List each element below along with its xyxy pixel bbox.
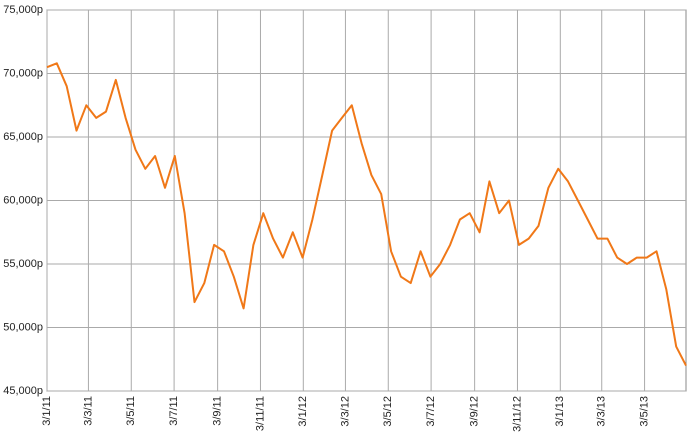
x-tick-label: 3/3/13 — [596, 396, 608, 427]
x-tick-label: 3/1/12 — [297, 396, 309, 427]
y-tick-label: 65,000p — [3, 131, 43, 143]
y-tick-label: 45,000p — [3, 385, 43, 397]
x-tick-label: 3/11/11 — [254, 396, 266, 431]
x-tick-label: 3/7/11 — [168, 396, 180, 426]
x-tick-label: 3/3/12 — [339, 396, 351, 427]
x-tick-label: 3/9/12 — [469, 396, 481, 427]
x-tick-label: 3/5/11 — [125, 396, 137, 426]
x-tick-label: 3/3/11 — [82, 396, 94, 426]
y-tick-label: 50,000p — [3, 321, 43, 333]
x-tick-label: 3/1/13 — [554, 396, 566, 427]
y-tick-label: 60,000p — [3, 194, 43, 206]
x-tick-label: 3/11/12 — [511, 396, 523, 432]
y-tick-label: 55,000p — [3, 258, 43, 270]
line — [46, 62, 687, 367]
x-tick-label: 3/5/13 — [638, 396, 650, 427]
y-tick-label: 75,000p — [3, 4, 43, 16]
y-tick-label: 70,000p — [3, 67, 43, 79]
x-tick-label: 3/7/12 — [425, 396, 437, 427]
x-tick-label: 3/1/11 — [41, 396, 53, 426]
x-tick-label: 3/5/12 — [382, 396, 394, 427]
x-tick-label: 3/9/11 — [212, 396, 224, 426]
